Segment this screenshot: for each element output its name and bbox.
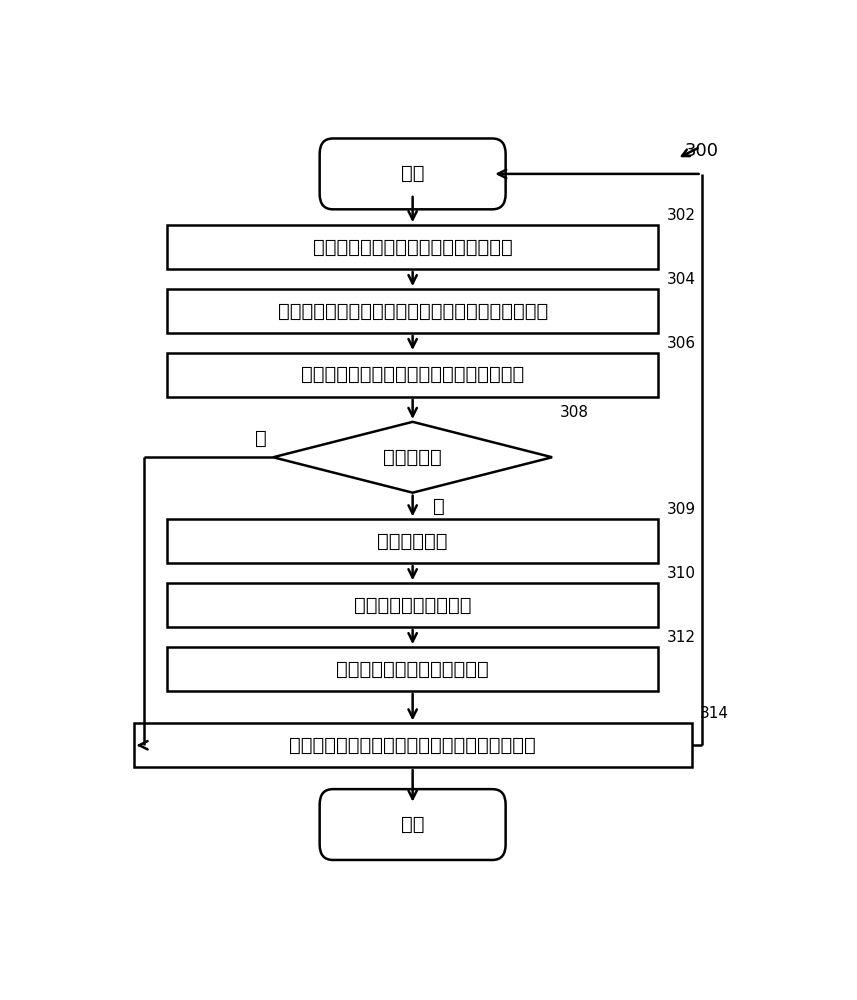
Bar bbox=[167, 353, 658, 397]
Bar bbox=[167, 583, 658, 627]
Text: 基于驾驶员要求的扔矩，调整浡轮中的多个叶片: 基于驾驶员要求的扔矩，调整浡轮中的多个叶片 bbox=[290, 736, 536, 755]
Text: 314: 314 bbox=[699, 706, 728, 721]
Text: 基于压力模型，确定一建模组的压力値: 基于压力模型，确定一建模组的压力値 bbox=[313, 238, 512, 257]
Text: 指示浡轮劣化: 指示浡轮劣化 bbox=[377, 532, 448, 551]
Text: 否: 否 bbox=[255, 429, 267, 448]
Text: 开始: 开始 bbox=[401, 164, 424, 183]
Text: 308: 308 bbox=[560, 405, 589, 420]
Bar bbox=[167, 519, 658, 563]
Bar bbox=[167, 289, 658, 333]
Text: 304: 304 bbox=[667, 272, 695, 287]
Text: 302: 302 bbox=[667, 208, 695, 223]
Bar bbox=[134, 723, 692, 767]
FancyBboxPatch shape bbox=[320, 789, 506, 860]
Text: 309: 309 bbox=[667, 502, 696, 517]
Bar bbox=[167, 647, 658, 691]
FancyBboxPatch shape bbox=[320, 138, 506, 209]
Polygon shape bbox=[273, 422, 552, 493]
Text: 选择浡轮劣化减缓动作: 选择浡轮劣化减缓动作 bbox=[354, 596, 471, 615]
Text: 300: 300 bbox=[685, 142, 719, 160]
Bar bbox=[167, 225, 658, 269]
Text: 306: 306 bbox=[667, 336, 696, 351]
Text: 是: 是 bbox=[433, 496, 444, 515]
Text: 浡轮劣化？: 浡轮劣化？ bbox=[383, 448, 442, 467]
Text: 实施选择的浡轮劣化减缓动作: 实施选择的浡轮劣化减缓动作 bbox=[336, 660, 489, 679]
Text: 基于来自压力传感器的输入，确定一感测组的压力値: 基于来自压力传感器的输入，确定一感测组的压力値 bbox=[278, 301, 548, 320]
Text: 比较该建模组的压力値和该感测组的压力値: 比较该建模组的压力値和该感测组的压力値 bbox=[301, 365, 524, 384]
Text: 结束: 结束 bbox=[401, 815, 424, 834]
Text: 312: 312 bbox=[667, 630, 695, 645]
Text: 310: 310 bbox=[667, 566, 695, 581]
